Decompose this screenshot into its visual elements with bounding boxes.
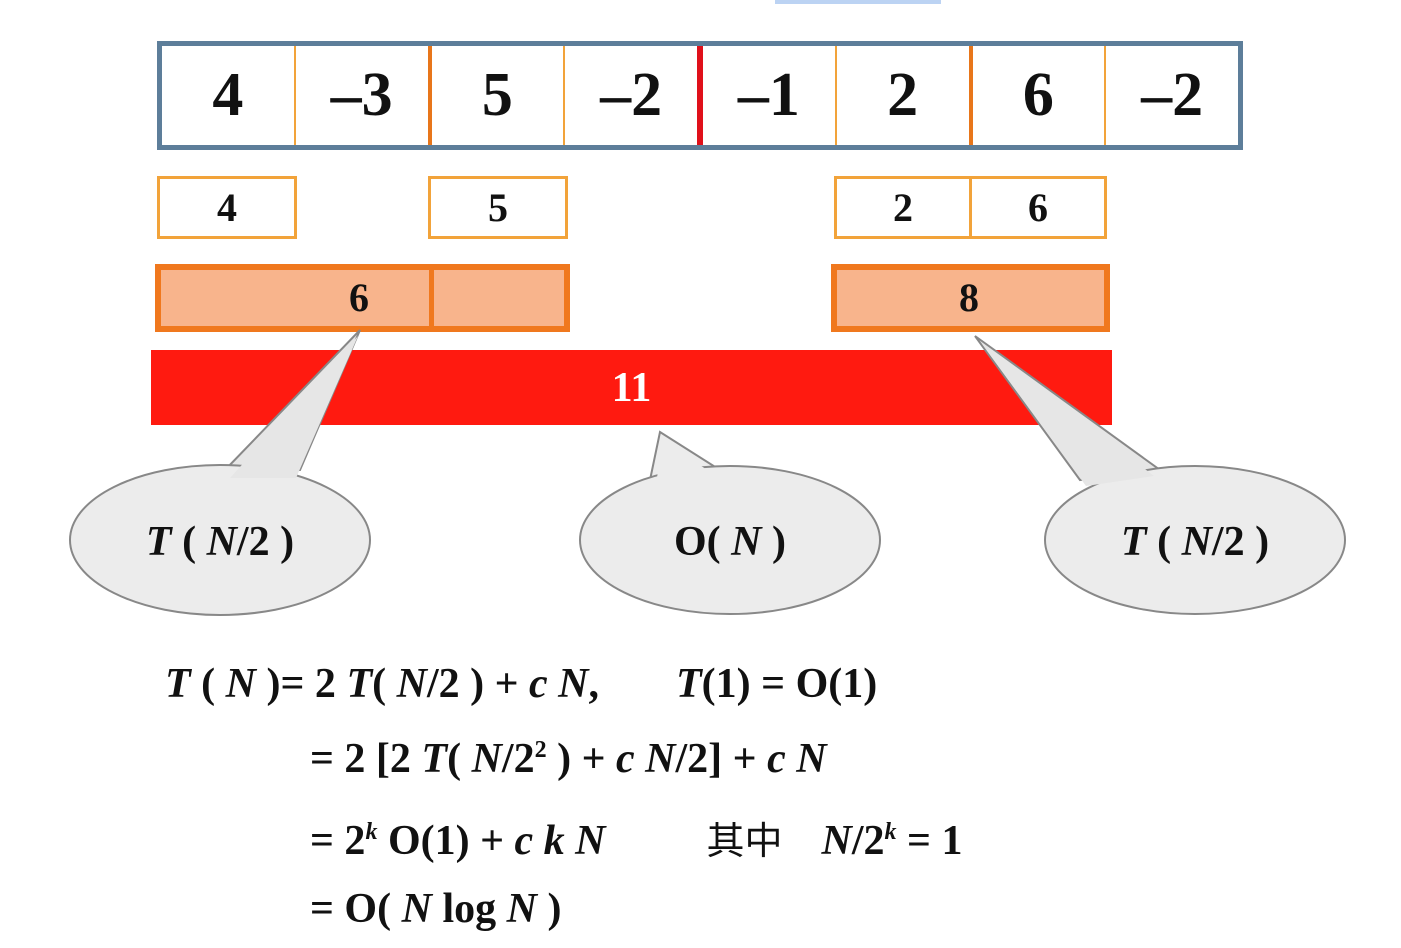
subresult-value: 5 [488, 185, 508, 230]
array-cell-midpoint: –1 [697, 46, 835, 145]
crossing-sum: 11 [611, 364, 652, 411]
callout-text: ) [1255, 519, 1270, 565]
eq-text: N [396, 661, 427, 707]
right-half-sum: 8 [959, 275, 979, 320]
left-half-sum: 6 [349, 275, 369, 320]
recurrence-line-3: = 2k O(1) + c k N 其中 N/2k = 1 [310, 810, 962, 865]
subresult-value: 6 [969, 179, 1104, 236]
eq-text: N [471, 736, 502, 782]
callout-text: ( [182, 519, 197, 565]
callout-right [974, 335, 1346, 615]
recurrence-line-1: T ( N )= 2 T( N/2 ) + c N, T(1) = O(1) [165, 660, 877, 708]
eq-superscript: 2 [534, 737, 547, 763]
eq-text: /2 [501, 736, 535, 782]
callout-right-label: T ( N/2 ) [1121, 518, 1269, 566]
eq-text: N [401, 886, 432, 932]
eq-text: N [821, 818, 852, 864]
eq-text: log [442, 886, 497, 932]
eq-text: = 2 [310, 818, 366, 864]
eq-text: ( [447, 736, 462, 782]
array-cell: –2 [1104, 46, 1238, 145]
eq-text: T [165, 661, 191, 707]
eq-text: = 2 [280, 661, 336, 707]
eq-text: ) + [557, 736, 606, 782]
array-cell: 2 [834, 46, 969, 145]
callout-middle [579, 430, 881, 615]
eq-text: = O( [310, 886, 392, 932]
recurrence-line-4: = O( N log N ) [310, 885, 561, 933]
subresult-box-right: 2 6 [834, 176, 1107, 239]
eq-text: N [225, 661, 256, 707]
callout-left [69, 329, 371, 616]
eq-superscript: k [884, 819, 897, 845]
callout-text: ) [772, 519, 786, 565]
top-highlight-mark [775, 0, 941, 4]
callout-text: N [206, 519, 237, 565]
eq-text: /2] + [675, 736, 757, 782]
left-half-sum-bar: 6 [155, 264, 570, 332]
eq-text: c N [767, 736, 827, 782]
array-cell: –2 [563, 46, 697, 145]
callout-text: /2 [236, 519, 270, 565]
eq-superscript: k [365, 819, 378, 845]
callout-text: N [731, 519, 762, 565]
eq-text: N [506, 886, 537, 932]
array-cell: 4 [212, 61, 244, 129]
subresult-box-mid: 5 [428, 176, 568, 239]
array-cell: 6 [968, 46, 1105, 145]
eq-text: ( [201, 661, 216, 707]
eq-text: 其中 [706, 819, 783, 863]
array-cell: –3 [293, 46, 428, 145]
callout-text: T [145, 519, 172, 565]
input-array: 4 –3 5 –2 –1 2 6 –2 [157, 41, 1243, 150]
callout-text: T [1120, 519, 1147, 565]
callout-text: N [1181, 519, 1212, 565]
callout-left-label: T ( N/2 ) [146, 518, 294, 566]
subresult-box-left: 4 [157, 176, 297, 239]
callout-text: ) [280, 519, 295, 565]
eq-text: /2 ) + [426, 661, 519, 707]
eq-text: O(1) + [387, 818, 505, 864]
eq-text: ) [547, 886, 562, 932]
eq-text: ( [372, 661, 387, 707]
eq-text: (1) = O(1) [701, 661, 878, 707]
eq-text: c k N [514, 818, 606, 864]
callout-text: ( [1157, 519, 1172, 565]
eq-text: c N [529, 661, 589, 707]
eq-text: = 2 [2 [310, 736, 411, 782]
subresult-value: 2 [893, 185, 913, 230]
eq-text: /2 [851, 818, 885, 864]
eq-text: T [421, 736, 448, 782]
right-half-sum-bar: 8 [831, 264, 1110, 332]
bar-divider [429, 270, 434, 326]
eq-text: , [588, 661, 600, 707]
subresult-value: 4 [217, 185, 237, 230]
eq-text: c N [616, 736, 676, 782]
callout-middle-label: O( N ) [674, 518, 786, 566]
callout-text: /2 [1211, 519, 1245, 565]
recurrence-line-2: = 2 [2 T( N/22 ) + c N/2] + c N [310, 735, 827, 783]
array-cell: 5 [427, 46, 564, 145]
eq-text: = 1 [907, 818, 963, 864]
eq-text: T [676, 661, 702, 707]
eq-text: T [346, 661, 373, 707]
callout-text: O( [674, 519, 721, 565]
eq-text: ) [266, 661, 281, 707]
